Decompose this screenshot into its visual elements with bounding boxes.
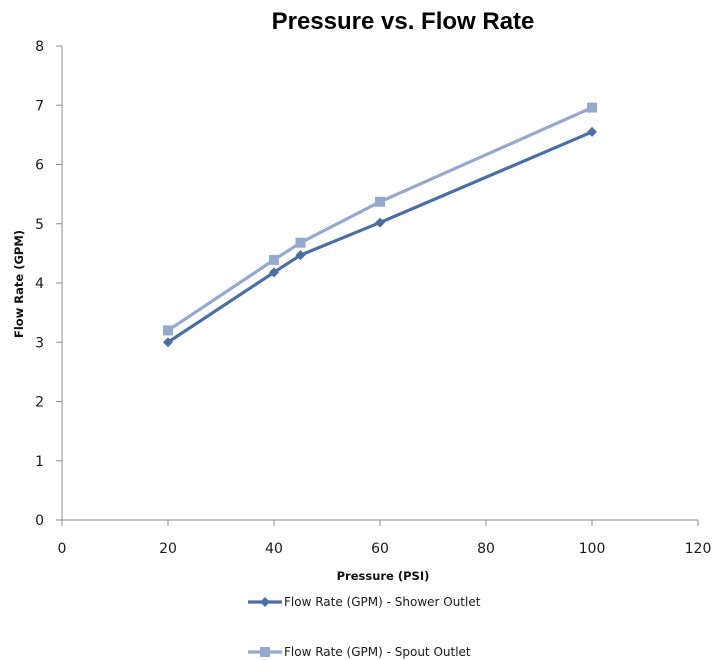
series-2 — [163, 102, 597, 336]
legend-item-1: Flow Rate (GPM) - Shower Outlet — [248, 595, 481, 609]
x-tick-label: 0 — [58, 541, 67, 557]
data-point — [375, 196, 385, 207]
legend-item-2: Flow Rate (GPM) - Spout Outlet — [248, 645, 471, 659]
data-point — [375, 217, 385, 228]
x-tick-label: 80 — [477, 541, 495, 557]
y-tick-label: 0 — [35, 513, 44, 529]
data-point — [163, 337, 173, 348]
x-tick-label: 20 — [159, 541, 177, 557]
axes — [56, 45, 699, 526]
data-point — [163, 325, 173, 336]
y-axis-title: Flow Rate (GPM) — [12, 230, 26, 338]
x-tick-label: 100 — [579, 541, 606, 557]
x-tick-label: 120 — [685, 541, 712, 557]
legend-marker — [260, 647, 270, 657]
legend-marker — [260, 597, 270, 607]
chart-title: Pressure vs. Flow Rate — [272, 8, 535, 35]
y-tick-label: 2 — [35, 395, 44, 411]
legend-label: Flow Rate (GPM) - Shower Outlet — [284, 595, 481, 609]
legend: Flow Rate (GPM) - Shower Outlet Flow Rate… — [248, 595, 481, 659]
data-point — [295, 250, 306, 261]
plot-series — [163, 102, 597, 348]
x-tick-labels: 0 20 40 60 80 100 120 — [58, 541, 712, 557]
y-tick-label: 8 — [35, 39, 44, 55]
series-line — [166, 130, 594, 344]
series-1 — [163, 126, 597, 348]
x-tick-label: 40 — [265, 541, 283, 557]
x-tick-label: 60 — [371, 541, 389, 557]
y-tick-label: 3 — [35, 335, 44, 351]
data-point — [587, 126, 597, 137]
data-point — [269, 267, 279, 278]
legend-label: Flow Rate (GPM) - Spout Outlet — [284, 645, 471, 659]
y-tick-label: 5 — [35, 217, 44, 233]
x-axis-title: Pressure (PSI) — [337, 569, 430, 583]
data-point — [295, 237, 306, 248]
data-point — [587, 102, 597, 113]
y-tick-label: 1 — [35, 454, 44, 470]
y-tick-labels: 0 1 2 3 4 5 6 7 8 — [35, 39, 44, 529]
data-point — [269, 254, 279, 265]
y-tick-label: 7 — [35, 98, 44, 114]
y-tick-label: 6 — [35, 158, 44, 174]
y-tick-label: 4 — [35, 276, 44, 292]
